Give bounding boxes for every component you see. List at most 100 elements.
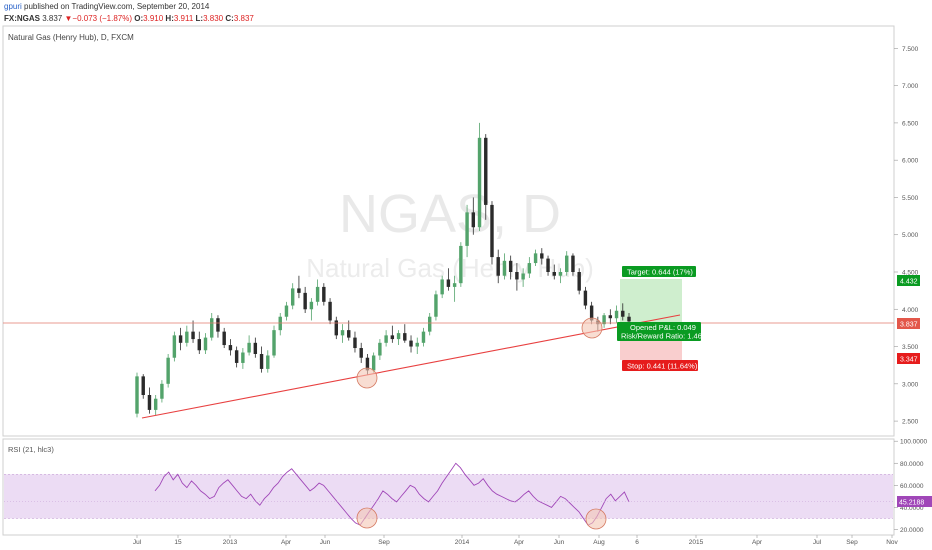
candle-body (228, 345, 233, 351)
symbol-name: FX:NGAS (4, 14, 40, 23)
rsi-axis[interactable]: 100.0000 80.0000 60.0000 40.0000 20.0000 (894, 439, 927, 534)
candle-body (309, 301, 314, 310)
stop-label-box[interactable] (622, 360, 698, 371)
candle-body (160, 383, 164, 399)
open-value: 3.910 (143, 14, 164, 23)
candle-body (241, 352, 245, 363)
candle-body (284, 305, 289, 317)
rsi-touch-marker-1[interactable] (356, 507, 378, 529)
price-tick-label: 4.500 (902, 270, 919, 277)
rsi-value-tag (897, 496, 932, 507)
candle-body (434, 294, 438, 317)
candle-body (490, 204, 494, 258)
candle-body (502, 260, 507, 276)
candle-body (558, 272, 563, 276)
high-value: 3.911 (173, 14, 194, 23)
candle-body (583, 290, 588, 306)
time-tick-label: Sep (378, 539, 390, 546)
candle-body (253, 342, 258, 354)
price-tick-label: 7.000 (902, 83, 919, 90)
candle-body (278, 316, 282, 331)
candle-body (203, 337, 208, 351)
candle-body (608, 315, 613, 319)
candle-body (540, 253, 544, 259)
time-tick-label: Jun (554, 539, 565, 546)
candlestick-series (135, 122, 631, 418)
candle-body (216, 318, 220, 332)
author-link[interactable]: gpuri (4, 2, 22, 11)
time-tick-label: 2013 (223, 539, 238, 546)
candle-body (390, 335, 395, 340)
price-tick-label: 3.500 (902, 344, 919, 351)
time-tick-label: Jun (320, 539, 331, 546)
time-axis[interactable]: Jul 15 2013 Apr Jun Sep 2014 Apr Jun Aug 6 2015 Apr J… (133, 535, 899, 546)
candle-body (340, 330, 345, 336)
candle-body (589, 305, 594, 321)
candle-body (197, 339, 201, 351)
stop-label: Stop: 0.441 (11.64%) (627, 362, 698, 371)
price-tick-label: 3.000 (902, 381, 919, 388)
candle-body (222, 331, 226, 346)
candle-body (378, 342, 382, 356)
candle-body (508, 260, 513, 272)
candle-body (365, 357, 370, 371)
main-pane-frame (2, 25, 895, 437)
price-tick-label: 7.500 (902, 46, 919, 53)
pnl-label-box[interactable] (617, 322, 701, 341)
low-label: L: (195, 14, 204, 23)
last-price-tag (897, 318, 920, 329)
watermark-symbol: NGAS, D (339, 184, 561, 244)
target-label-box[interactable] (622, 266, 696, 277)
time-tick-label: 2014 (455, 539, 470, 546)
chart-title: Natural Gas (Henry Hub), D, FXCM (8, 33, 134, 42)
candle-body (135, 376, 139, 414)
support-touch-marker-2[interactable] (581, 317, 603, 339)
candle-body (452, 283, 457, 287)
down-arrow-icon: ▼ (64, 14, 73, 23)
candle-body (315, 286, 320, 302)
candle-body (353, 337, 357, 349)
candle-body (178, 335, 183, 343)
candle-body (533, 253, 538, 264)
candle-body (166, 357, 170, 384)
time-tick-label: 2015 (689, 539, 704, 546)
high-label: H: (165, 14, 174, 23)
low-value: 3.830 (203, 14, 224, 23)
price-tick-label: 5.000 (902, 232, 919, 239)
candle-body (565, 255, 569, 272)
candle-body (234, 350, 239, 363)
time-tick-label: Sep (846, 539, 858, 546)
candle-body (290, 288, 295, 306)
pnl-label: Opened P&L: 0.049 (630, 323, 696, 332)
target-price-tag (897, 275, 920, 286)
candle-body (459, 245, 463, 284)
rsi-line (154, 462, 630, 526)
time-tick-label: 15 (174, 539, 182, 546)
candle-body (303, 292, 307, 310)
rsi-tick-label: 100.0000 (900, 439, 927, 446)
candle-body (191, 331, 195, 340)
price-axis[interactable]: 7.500 7.000 6.500 6.000 5.500 5.000 4.500 4.000… (894, 46, 919, 426)
candle-body (527, 263, 532, 274)
candle-body (484, 137, 488, 205)
candle-body (471, 212, 476, 228)
candle-body (396, 333, 401, 340)
stop-price-tag-text: 3.347 (900, 357, 918, 364)
candle-body (403, 333, 407, 341)
rsi-tick-label: 60.0000 (900, 483, 924, 490)
rsi-label: RSI (21, hlc3) (8, 445, 54, 454)
rsi-touch-marker-2[interactable] (585, 508, 607, 530)
candle-body (259, 354, 264, 369)
candle-body (297, 288, 301, 293)
candle-body (185, 331, 189, 343)
candle-body (334, 320, 339, 336)
candle-body (440, 279, 444, 295)
support-touch-marker-1[interactable] (356, 367, 378, 389)
candle-body (577, 272, 581, 291)
candle-body (266, 355, 270, 369)
candle-body (465, 212, 469, 246)
chart-header: gpuri published on TradingView.com, Sept… (0, 0, 932, 26)
candle-body (141, 376, 145, 395)
candle-body (614, 310, 619, 319)
